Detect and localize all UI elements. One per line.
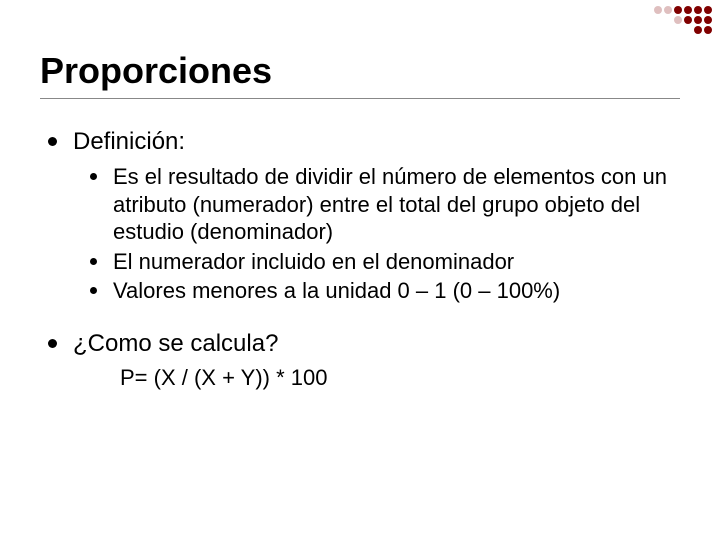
slide-title: Proporciones [40,50,680,99]
corner-decoration [654,6,712,34]
bullet-level2: El numerador incluido en el denominador [90,248,680,276]
bullet-level1: Definición: [48,127,680,157]
dot-row [654,26,712,34]
dot-icon [674,6,682,14]
slide: Proporciones Definición: Es el resultado… [0,0,720,421]
formula-text: P= (X / (X + Y)) * 100 [120,365,680,391]
dot-icon [694,26,702,34]
bullet-text: Valores menores a la unidad 0 – 1 (0 – 1… [113,277,560,305]
bullet-icon [48,339,57,348]
dot-icon [704,6,712,14]
dot-icon [684,6,692,14]
dot-icon [674,16,682,24]
dot-row [654,6,712,14]
dot-row [654,16,712,24]
bullet-icon [90,258,97,265]
dot-icon [664,6,672,14]
dot-icon [684,16,692,24]
bullet-label: ¿Como se calcula? [73,329,278,359]
sublist: Es el resultado de dividir el número de … [90,163,680,305]
dot-icon [694,6,702,14]
dot-icon [654,6,662,14]
bullet-icon [90,173,97,180]
bullet-level2: Valores menores a la unidad 0 – 1 (0 – 1… [90,277,680,305]
bullet-level1: ¿Como se calcula? [48,329,680,359]
dot-icon [704,26,712,34]
bullet-text: El numerador incluido en el denominador [113,248,514,276]
bullet-icon [90,287,97,294]
bullet-level2: Es el resultado de dividir el número de … [90,163,680,246]
dot-icon [704,16,712,24]
bullet-icon [48,137,57,146]
bullet-label: Definición: [73,127,185,157]
bullet-text: Es el resultado de dividir el número de … [113,163,673,246]
dot-icon [694,16,702,24]
